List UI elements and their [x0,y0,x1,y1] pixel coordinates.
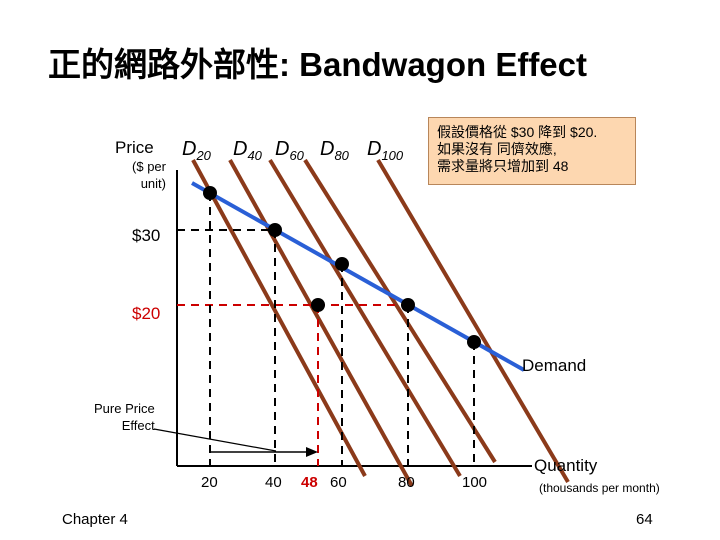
demand-curve-d80 [303,158,497,464]
x-axis-label: Quantity [534,456,598,475]
tick-100: 100 [462,474,488,491]
price-20-label: $20 [132,304,161,323]
pure-price-effect-pointer [153,428,277,452]
label-d80: D80 [320,138,349,163]
label-d20: D20 [182,138,211,163]
page-number: 64 [636,511,653,528]
demand-curve-d100 [376,158,570,484]
label-d100: D100 [367,138,404,163]
tick-20: 20 [201,474,218,491]
note-line-3: 需求量將只增加到 48 [437,158,569,174]
price-30-label: $30 [132,226,161,245]
y-axis-unit: ($ per unit) [132,159,166,191]
tick-48: 48 [301,474,318,491]
demand-label: Demand [522,356,587,375]
label-d60: D60 [275,138,304,163]
point-q100 [467,335,481,349]
tick-80: 80 [398,474,415,491]
demand-curve-d40 [228,159,414,487]
point-q20 [203,186,217,200]
point-q80 [401,298,415,312]
chapter-label: Chapter 4 [62,511,128,528]
explanation-note: 假設價格從 $30 降到 $20. 如果沒有 同儕效應, 需求量將只增加到 48 [428,117,636,185]
point-q60 [335,257,349,271]
tick-40: 40 [265,474,282,491]
note-line-1: 假設價格從 $30 降到 $20. [437,124,598,140]
arrowhead-icon [306,447,318,457]
demand-curve-d20 [191,159,367,477]
slide-title: 正的網路外部性: Bandwagon Effect [48,46,588,83]
point-q48 [311,298,325,312]
label-d40: D40 [233,138,262,163]
tick-60: 60 [330,474,347,491]
y-axis-label: Price [115,138,154,157]
point-q40 [268,223,282,237]
pure-price-effect-label: Pure Price Effect [94,401,155,433]
demand-curve-d60 [268,158,462,478]
note-line-2: 如果沒有 同儕效應, [437,141,557,157]
x-axis-unit: (thousands per month) [539,481,660,495]
